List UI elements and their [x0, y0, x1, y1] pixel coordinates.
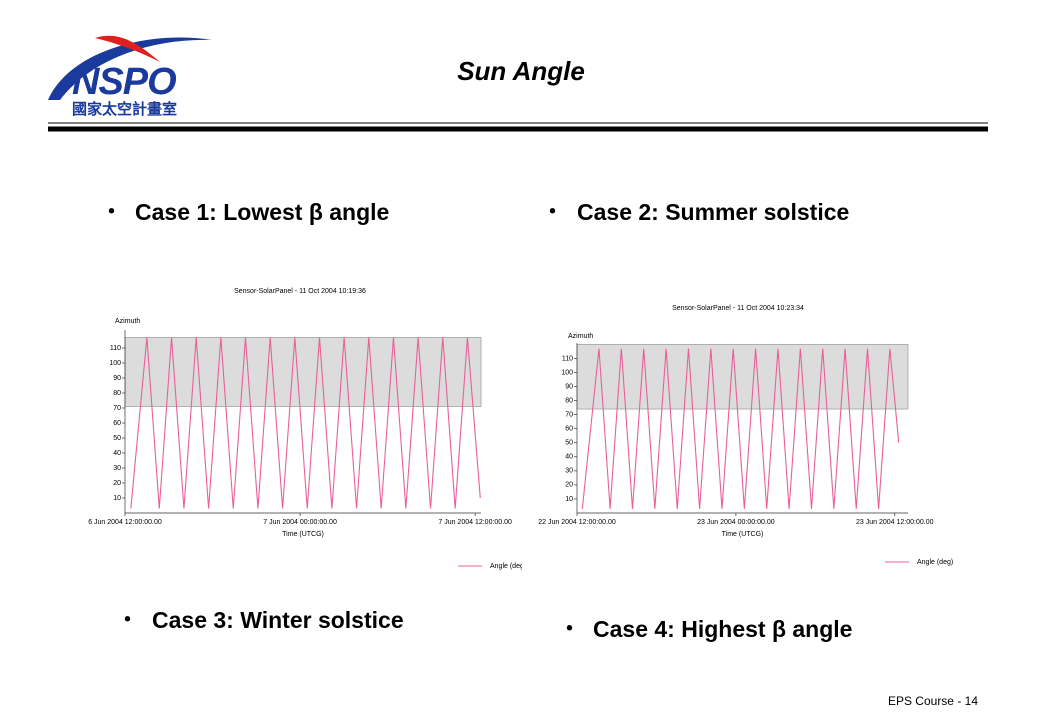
chart-title: Sensor-SolarPanel - 11 Oct 2004 10:19:36 — [234, 288, 366, 295]
y-tick-label: 70 — [565, 411, 573, 418]
x-tick-label: 7 Jun 2004 12:00:00.00 — [438, 519, 512, 526]
x-axis-label: Time (UTCG) — [282, 531, 324, 538]
y-tick-label: 40 — [565, 454, 573, 461]
footer: EPS Course - 14 — [888, 694, 978, 708]
bullet-dot: • — [108, 200, 115, 222]
y-tick-label: 70 — [113, 405, 121, 412]
logo: NSPO 國家太空計畫室 — [48, 35, 212, 118]
x-tick-label: 7 Jun 2004 00:00:00.00 — [263, 519, 337, 526]
logo-subtitle: 國家太空計畫室 — [72, 100, 177, 118]
y-tick-label: 50 — [565, 440, 573, 447]
y-tick-label: 30 — [565, 468, 573, 475]
y-tick-label: 60 — [565, 426, 573, 433]
y-tick-label: 40 — [113, 450, 121, 457]
y-tick-label: 110 — [110, 345, 121, 352]
bullet-dot: • — [566, 617, 573, 639]
y-tick-label: 100 — [561, 369, 573, 376]
y-tick-label: 80 — [565, 397, 573, 404]
chart-title: Sensor-SolarPanel - 11 Oct 2004 10:23:34 — [672, 305, 804, 312]
y-tick-label: 50 — [113, 435, 121, 442]
y-tick-label: 10 — [565, 496, 573, 503]
y-tick-label: 80 — [113, 390, 121, 397]
logo-text: NSPO — [72, 61, 176, 103]
y-axis-label: Azimuth — [115, 318, 140, 325]
chart: Sensor-SolarPanel - 11 Oct 2004 10:23:34… — [538, 305, 953, 566]
chart: Sensor-SolarPanel - 11 Oct 2004 10:19:36… — [88, 288, 526, 570]
y-tick-label: 90 — [113, 375, 121, 382]
x-axis-label: Time (UTCG) — [722, 531, 764, 538]
x-tick-label: 23 Jun 2004 12:00:00.00 — [856, 519, 934, 526]
y-tick-label: 100 — [109, 360, 121, 367]
y-tick-label: 20 — [565, 482, 573, 489]
band — [124, 337, 482, 407]
series-line — [581, 348, 900, 509]
slide-title: Sun Angle — [457, 56, 585, 86]
bullet-dot: • — [549, 200, 556, 222]
bullet-dot: • — [124, 608, 131, 630]
series-line — [130, 337, 481, 509]
x-tick-label: 23 Jun 2004 00:00:00.00 — [697, 519, 775, 526]
legend-label: Angle (deg) — [917, 559, 953, 566]
bullet: Case 4: Highest β angle — [593, 616, 852, 642]
y-tick-label: 60 — [113, 420, 121, 427]
bullet: Case 1: Lowest β angle — [135, 199, 389, 225]
bullet: Case 3: Winter solstice — [152, 607, 404, 633]
y-tick-label: 90 — [565, 383, 573, 390]
y-tick-label: 10 — [113, 495, 121, 502]
y-tick-label: 110 — [562, 355, 573, 362]
y-tick-label: 20 — [113, 480, 121, 487]
band — [576, 344, 909, 410]
legend-label: Angle (deg) — [490, 563, 526, 570]
logo-swoosh-red — [95, 35, 160, 62]
y-tick-label: 30 — [113, 465, 121, 472]
x-tick-label: 6 Jun 2004 12:00:00.00 — [88, 519, 162, 526]
bullet: Case 2: Summer solstice — [577, 199, 849, 225]
x-tick-label: 22 Jun 2004 12:00:00.00 — [538, 519, 616, 526]
y-axis-label: Azimuth — [568, 333, 593, 340]
logo-swoosh — [48, 37, 212, 100]
